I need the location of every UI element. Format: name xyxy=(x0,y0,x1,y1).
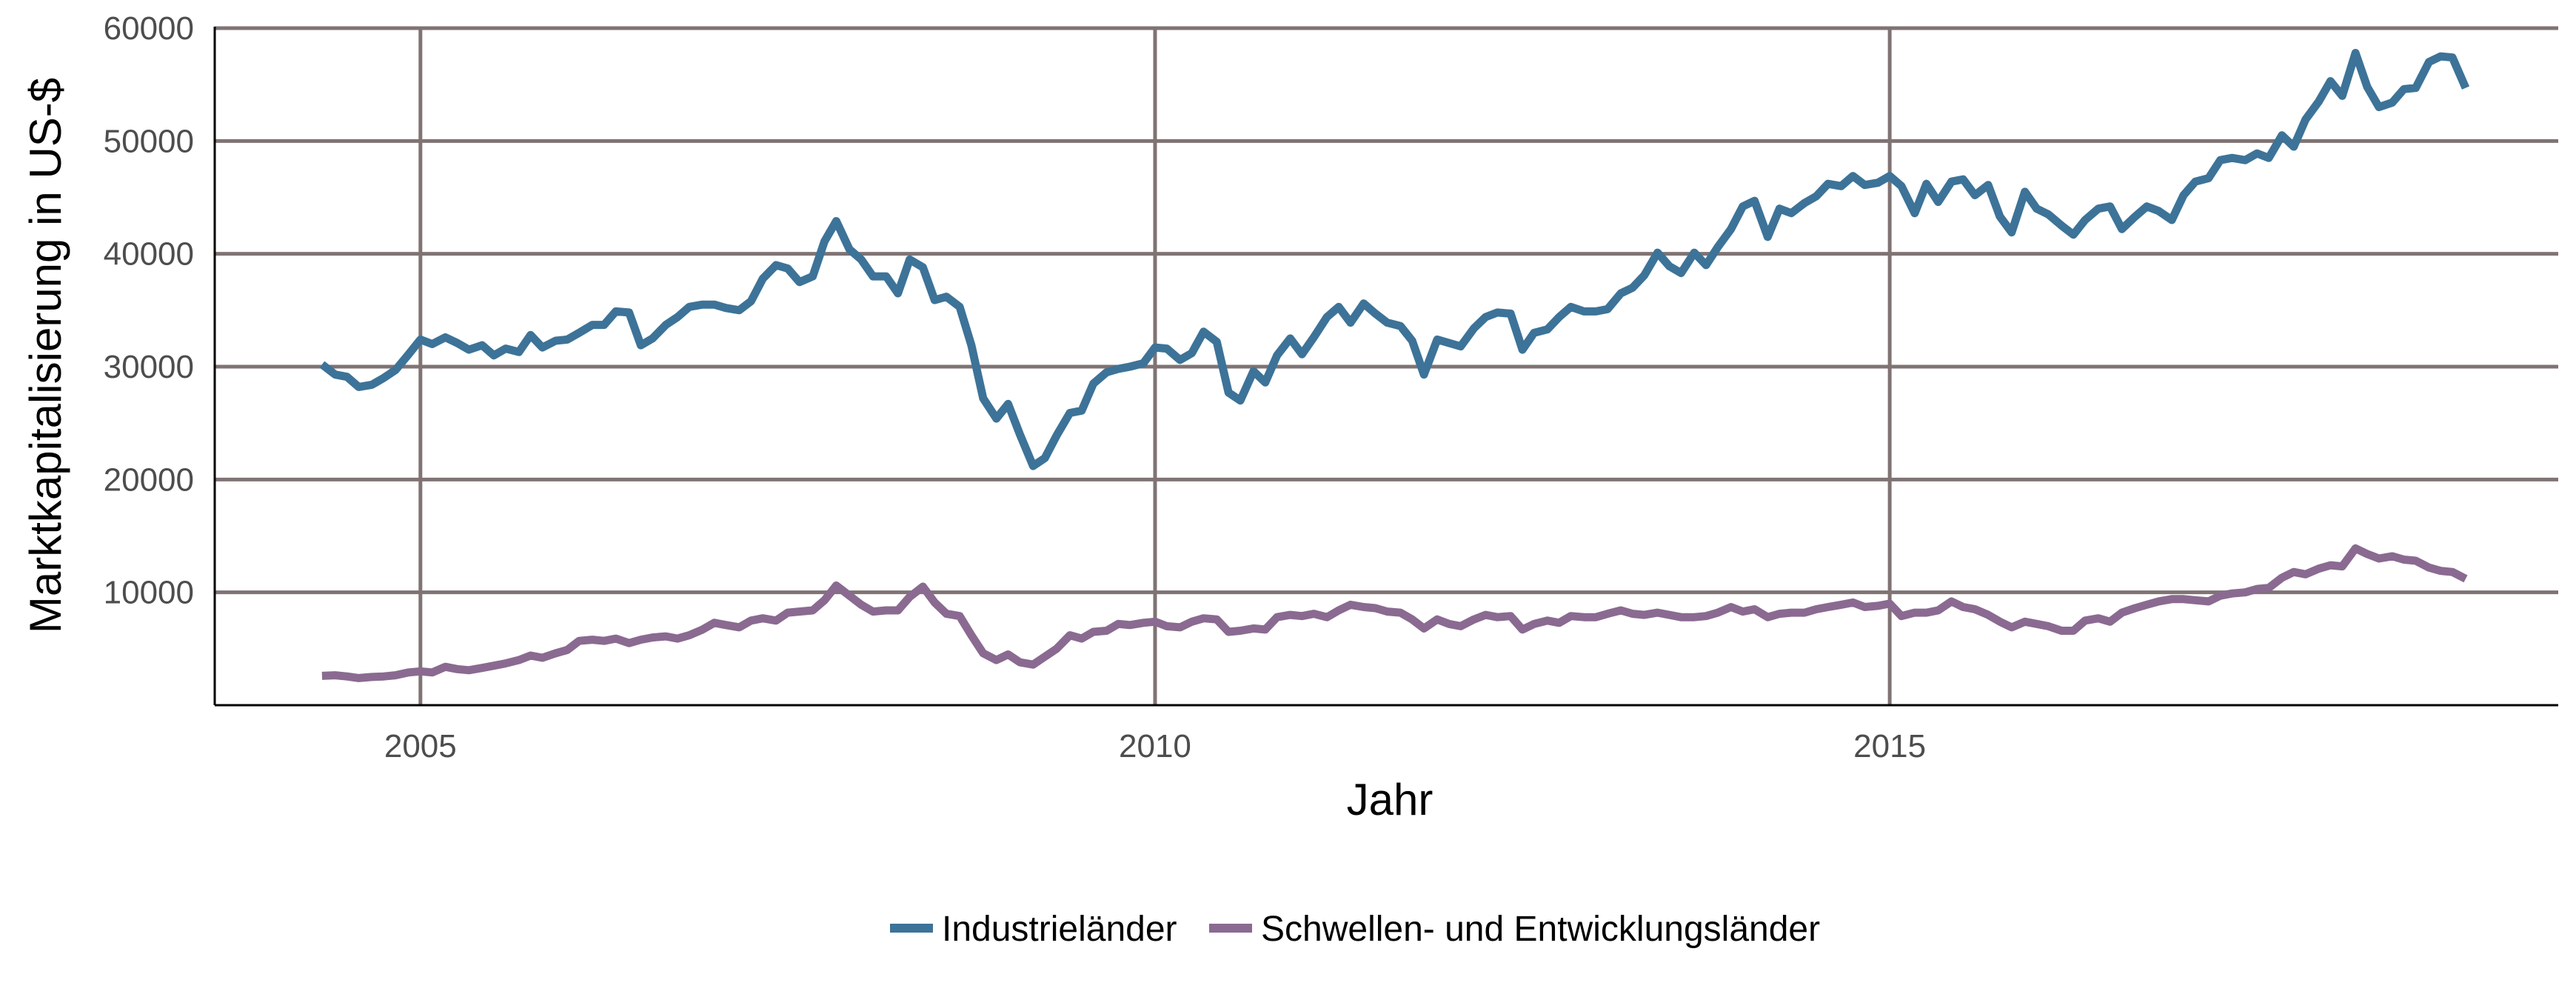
x-tick-label: 2005 xyxy=(384,728,457,764)
y-tick-label: 60000 xyxy=(104,10,194,47)
x-axis-title: Jahr xyxy=(1347,775,1433,824)
x-tick-label: 2010 xyxy=(1119,728,1191,764)
legend-label-2: Schwellen- und Entwicklungsländer xyxy=(1261,910,1820,949)
axes xyxy=(213,27,2558,707)
y-axis-title: Marktkapitalisierung in US-$ xyxy=(21,78,70,633)
legend: Industrieländer Schwellen- und Entwicklun… xyxy=(890,910,1820,949)
series-lines xyxy=(319,49,2470,682)
series-line-2 xyxy=(321,544,2468,682)
y-tick-label: 20000 xyxy=(104,461,194,498)
y-tick-label: 50000 xyxy=(104,123,194,159)
x-tick-label: 2015 xyxy=(1853,728,1926,764)
tick-labels: 10000 20000 30000 40000 50000 60000 2005 2010 20… xyxy=(104,10,1926,764)
y-tick-label: 10000 xyxy=(104,575,194,611)
y-tick-label: 30000 xyxy=(104,349,194,385)
gridlines xyxy=(215,26,2558,705)
series-line-1 xyxy=(319,49,2470,470)
y-tick-label: 40000 xyxy=(104,236,194,273)
legend-label-1: Industrieländer xyxy=(942,910,1177,949)
